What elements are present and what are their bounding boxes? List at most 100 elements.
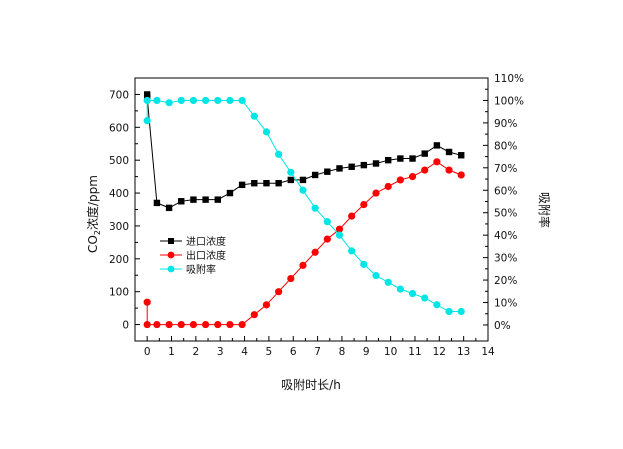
legend-label-rate: 吸附率 [186,263,216,276]
data-point-1 [445,166,453,174]
data-point-0 [384,156,392,164]
data-point-2 [396,285,404,293]
data-point-0 [299,176,307,184]
x-tick-label: 8 [339,346,346,358]
x-tick-label: 3 [217,346,224,358]
data-point-1 [202,320,210,329]
data-point-0 [433,142,441,149]
data-point-0 [287,176,295,184]
data-point-2 [226,96,234,105]
data-point-2 [214,96,222,105]
data-point-2 [262,128,271,136]
x-tick-label: 9 [363,346,370,358]
plot-frame [134,77,489,342]
axis-ticks: 0 1 2 3 4 5 6 7 8 9 10 11 12 13 1401002003004005006007… [109,73,524,358]
data-point-0 [143,91,151,98]
x-tick-label: 0 [144,346,151,358]
left-y-axis-label-subscript: 2 [93,230,102,235]
left-y-tick-label: 100 [109,287,129,299]
data-point-2 [165,99,173,107]
data-point-1 [275,288,283,296]
right-y-tick-label: 30% [494,253,517,265]
x-tick-label: 14 [481,346,495,358]
data-point-0 [190,196,197,203]
data-point-0 [214,196,221,203]
data-point-1 [238,320,246,329]
data-point-1 [287,274,295,283]
left-y-tick-label: 700 [109,89,129,101]
left-y-axis-label-rest: 浓度/ppm [85,175,100,230]
right-y-tick-label: 70% [494,163,517,175]
legend: 进口浓度 出口浓度 吸附率 [160,235,226,276]
x-tick-label: 6 [290,346,297,358]
data-point-1 [433,158,441,166]
data-point-2 [433,301,441,309]
data-point-0 [202,196,209,203]
data-point-1 [335,225,344,233]
data-point-1 [311,248,319,256]
right-y-tick-label: 50% [494,208,517,220]
data-point-2 [299,186,307,194]
data-point-2 [360,260,368,268]
data-point-1 [360,200,368,209]
series-layer [143,91,465,329]
data-point-2 [384,278,392,286]
data-point-2 [372,271,380,280]
x-axis-label: 吸附时长/h [281,378,341,392]
right-y-tick-label: 0% [494,320,511,332]
x-tick-label: 2 [193,346,200,358]
data-point-0 [153,199,161,207]
left-y-tick-label: 200 [109,254,129,266]
x-tick-label: 4 [241,346,248,358]
data-point-0 [397,155,404,162]
data-point-1 [177,320,185,329]
data-point-0 [409,155,416,162]
right-y-tick-label: 100% [494,95,524,107]
data-point-2 [202,96,210,105]
data-point-2 [177,96,185,105]
data-point-1 [143,298,151,306]
data-point-1 [165,320,173,329]
data-point-2 [408,289,417,298]
data-point-2 [189,96,198,105]
data-point-1 [214,320,222,329]
data-point-2 [250,112,258,120]
right-y-tick-label: 10% [494,298,517,310]
x-tick-label: 10 [384,346,397,358]
legend-marker-inlet [168,238,174,244]
data-point-2 [445,307,453,316]
data-point-0 [336,165,343,172]
data-point-2 [238,96,246,105]
left-y-tick-label: 0 [122,320,129,332]
data-point-1 [226,320,234,329]
series-line-2 [146,100,462,312]
data-point-0 [178,198,185,205]
data-point-2 [457,307,465,316]
data-point-1 [408,173,417,181]
series-line-1 [146,161,462,326]
legend-label-inlet: 进口浓度 [186,235,226,248]
right-y-tick-label: 90% [494,118,517,130]
data-point-0 [165,204,173,212]
left-y-tick-label: 500 [109,155,129,167]
x-tick-label: 11 [408,346,421,358]
legend-marker-outlet [167,251,175,259]
right-y-tick-label: 20% [494,275,517,287]
right-y-axis-label: 吸附率 [537,192,552,228]
data-point-1 [457,171,465,179]
left-y-tick-label: 600 [109,122,129,134]
data-point-2 [335,231,344,239]
x-tick-label: 5 [266,346,273,358]
plot-area [134,77,489,342]
data-point-0 [275,180,282,187]
data-point-2 [323,218,331,226]
data-point-0 [348,163,355,170]
data-point-1 [153,320,161,329]
data-point-2 [421,294,429,302]
data-point-0 [238,181,246,189]
left-y-axis-label-main: CO [86,235,100,253]
data-point-0 [360,161,368,169]
data-point-0 [421,150,428,157]
data-point-1 [421,166,429,174]
data-point-1 [143,320,151,329]
